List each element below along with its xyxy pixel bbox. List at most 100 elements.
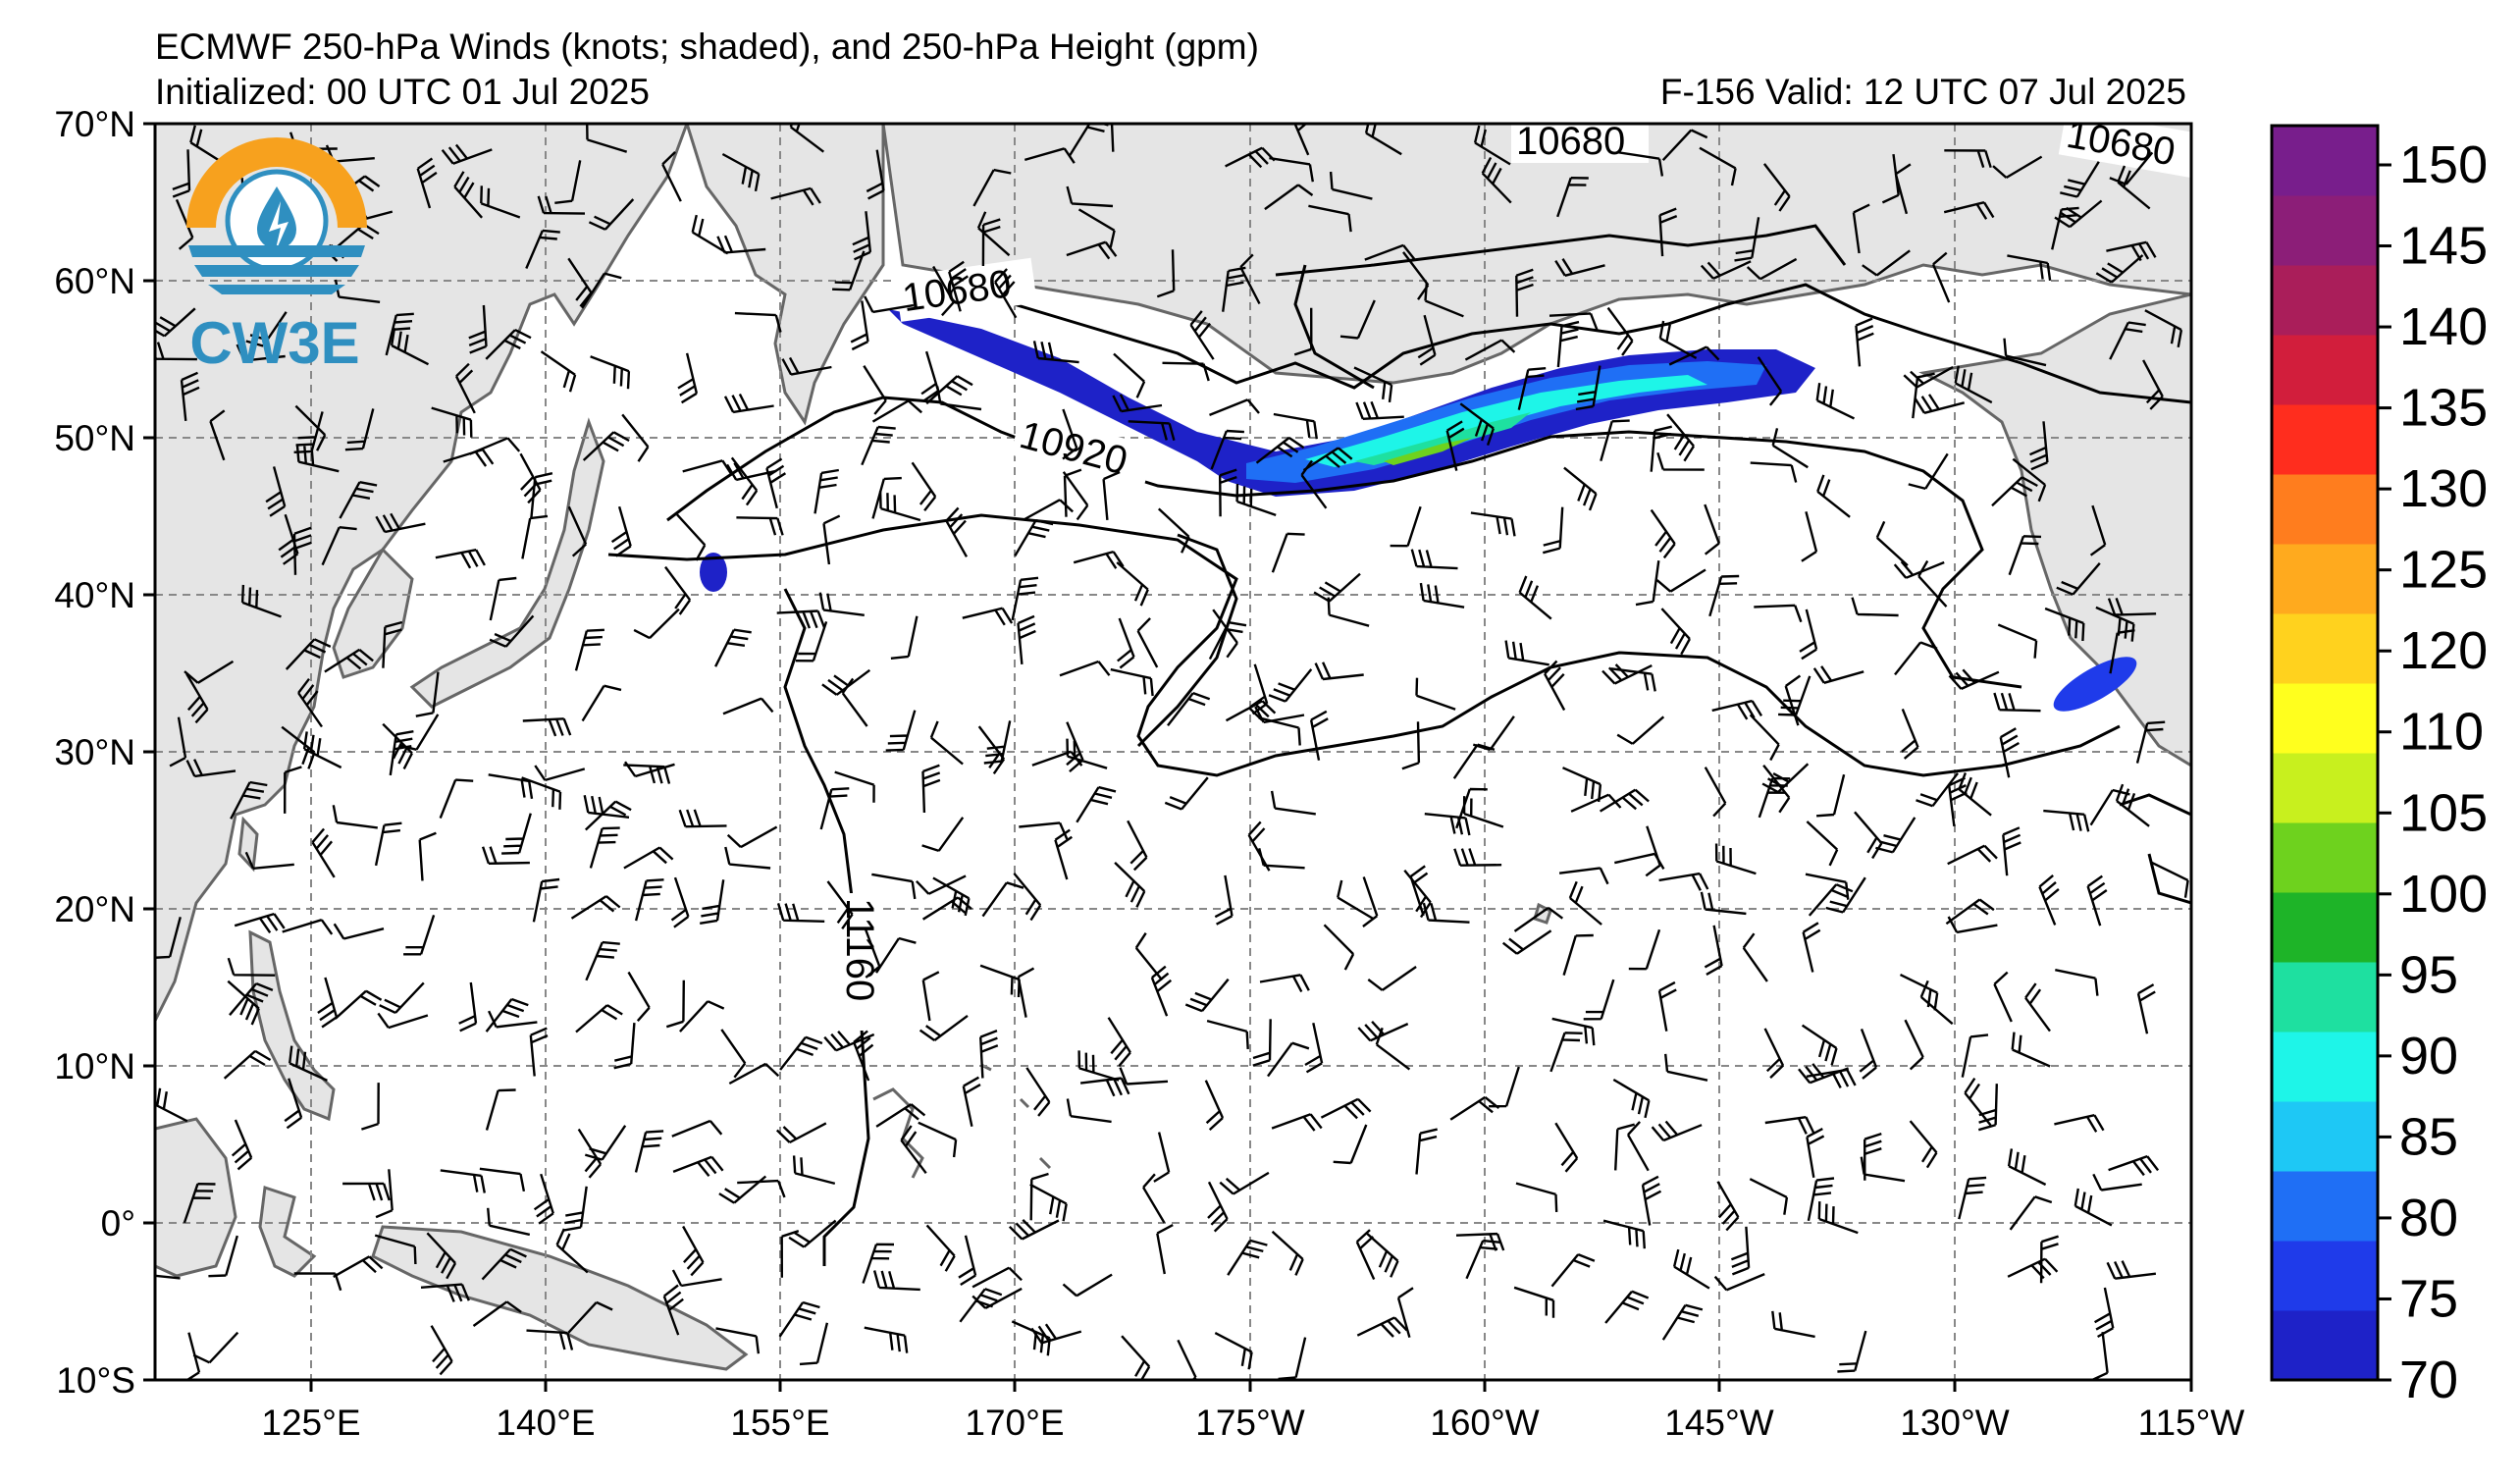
wind-barb (1672, 1248, 1710, 1290)
wind-barb (374, 1234, 417, 1265)
wind-barb (1459, 402, 1496, 446)
wind-barb (1958, 1176, 1987, 1220)
wind-barb (1225, 146, 1276, 169)
wind-barb (670, 876, 690, 928)
wind-barb (1816, 474, 1851, 518)
wind-barb (1563, 466, 1598, 511)
colorbar-tick-label: 130 (2399, 459, 2488, 518)
wind-barb (439, 778, 474, 820)
wind-barb (1875, 817, 1916, 854)
wind-barb (1453, 848, 1502, 867)
wind-barb (1164, 776, 1209, 811)
wind-barb (2086, 874, 2108, 927)
wind-barb (1464, 339, 1516, 361)
wind-barb (1210, 429, 1244, 470)
wind-barb (1757, 356, 1783, 406)
philippines-land (248, 929, 336, 1122)
wind-barb (1993, 692, 2041, 713)
colorbar-swatch (2272, 1310, 2378, 1381)
wind-barb (925, 1224, 956, 1272)
wind-barb (1513, 1286, 1555, 1318)
lon-label-170e: 170°E (965, 1403, 1064, 1443)
wind-barb (582, 431, 630, 461)
wind-barb (2089, 504, 2107, 556)
wind-barb (1214, 1332, 1253, 1370)
wind-barb (540, 350, 577, 393)
wind-barb (627, 971, 651, 1022)
wind-barb (1549, 312, 1599, 331)
wind-barb (1606, 306, 1634, 356)
wind-barb (2109, 629, 2135, 674)
wind-barb (584, 1125, 627, 1161)
wind-barb (1063, 468, 1082, 517)
wind-barb (1513, 906, 1564, 932)
wind-barb (555, 1228, 589, 1274)
wind-barb (1110, 124, 1115, 152)
wind-barb (919, 1014, 969, 1041)
wind-barb (1258, 716, 1301, 746)
wind-barb (1059, 660, 1111, 677)
wind-barb (278, 513, 299, 565)
colorbar-swatch (2272, 822, 2378, 893)
wind-barb (1024, 147, 1076, 164)
lon-label-140e: 140°E (496, 1403, 595, 1443)
wind-barb (1655, 568, 1706, 593)
wind-barb (1855, 317, 1874, 367)
wind-barb (485, 329, 532, 360)
wind-barb (1610, 667, 1656, 692)
colorbar-tick-label: 125 (2399, 541, 2488, 600)
wind-barb (2038, 874, 2060, 926)
colorbar-tick-label: 110 (2399, 703, 2484, 762)
wind-barb (1222, 266, 1246, 312)
wind-barb (875, 1103, 926, 1128)
wind-barb (1658, 320, 1698, 359)
wind-barb (1700, 891, 1747, 916)
wind-barb (1117, 617, 1135, 669)
wind-barb (1029, 1172, 1049, 1221)
pacific-islands (872, 1063, 1052, 1179)
colorbar-tick-label: 135 (2399, 379, 2488, 438)
wind-barb (284, 1078, 303, 1130)
wind-barb (1771, 428, 1809, 469)
colorbar-tick-label: 80 (2399, 1189, 2458, 1247)
wind-barb (1356, 1316, 1408, 1338)
lon-label-125e: 125°E (261, 1403, 360, 1443)
wind-barb (1864, 1132, 1882, 1181)
wind-barb (1815, 383, 1856, 420)
wind-barb (184, 1332, 201, 1380)
wind-barb (874, 936, 917, 974)
wind-barb (1641, 1175, 1662, 1226)
wind-barb (1066, 1098, 1112, 1124)
wind-barb (1102, 470, 1121, 521)
lon-label-155e: 155°E (730, 1403, 829, 1443)
wind-barb (1339, 299, 1376, 340)
wind-barb (1668, 345, 1720, 366)
wind-barb (1817, 1201, 1859, 1235)
wind-barb (1073, 550, 1125, 569)
lat-label-30n: 30°N (54, 732, 135, 772)
colorbar-ticks: 70 75 80 85 90 95 100 105 110 120 125 130 135 140 145 1… (2378, 135, 2488, 1409)
wind-barb (1542, 506, 1564, 555)
wind-barb (1991, 476, 2038, 507)
wind-barb (994, 268, 1018, 319)
wind-barb (862, 1243, 895, 1284)
wind-barb (1550, 1252, 1596, 1288)
wind-barb (1549, 1032, 1583, 1073)
chart-title: ECMWF 250-hPa Winds (knots; shaded), and… (155, 26, 1259, 67)
wind-barb (1544, 660, 1566, 712)
wind-barb (472, 1300, 522, 1327)
wind-barb (1758, 776, 1791, 819)
wind-barb (976, 211, 1011, 257)
wind-barb (1030, 1323, 1082, 1345)
wind-barb (885, 710, 917, 752)
wind-barb (390, 328, 430, 366)
wind-barb (834, 770, 875, 803)
wind-barb (1919, 980, 1954, 1026)
wind-barb (1107, 1017, 1131, 1067)
wind-barb (1947, 844, 1998, 866)
wind-barb (671, 1119, 723, 1138)
wind-barb (613, 1023, 636, 1070)
wind-barb (1954, 365, 1993, 404)
wind-barb (480, 185, 521, 219)
wind-barb (971, 1266, 1023, 1289)
